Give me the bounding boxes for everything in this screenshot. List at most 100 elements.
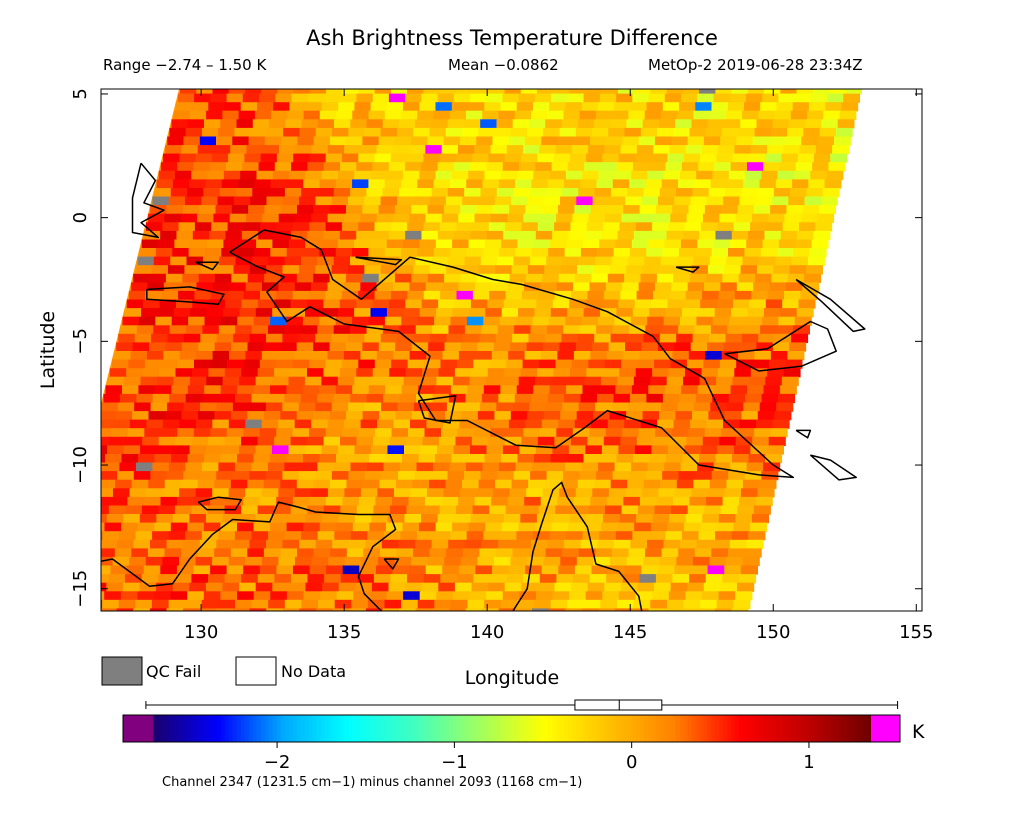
swath-cell: [268, 325, 285, 335]
swath-cell: [376, 213, 394, 223]
colorbar-segment: [328, 715, 333, 742]
swath-cell: [435, 239, 453, 249]
swath-cell: [643, 333, 661, 343]
swath-cell: [399, 325, 417, 335]
swath-cell: [482, 248, 500, 258]
swath-cell: [541, 565, 559, 575]
swath-cell: [177, 162, 195, 172]
swath-cell: [174, 574, 192, 584]
swath-cell: [717, 445, 735, 455]
swath-cell: [205, 248, 222, 258]
swath-cell: [770, 428, 788, 438]
swath-cell: [557, 496, 575, 507]
swath-cell: [796, 89, 814, 95]
colorbar-segment: [655, 715, 661, 742]
swath-cell: [452, 591, 471, 601]
swath-cell: [746, 462, 764, 472]
swath-cell: [473, 428, 491, 438]
swath-cell: [135, 265, 153, 275]
swath-cell: [114, 351, 131, 361]
legend-qc-fail: QC Fail: [101, 656, 201, 686]
swath-cell: [321, 376, 339, 386]
swath-cell: [725, 333, 743, 343]
swath-cell: [716, 599, 734, 609]
swath-cell: [224, 574, 242, 584]
swath-cell: [746, 539, 764, 549]
swath-cell: [342, 565, 360, 575]
swath-cell: [146, 222, 163, 232]
swath-cell: [490, 145, 508, 155]
colorbar-segment: [180, 715, 186, 742]
swath-cell: [175, 170, 192, 180]
swath-cell: [270, 248, 288, 258]
swath-cell: [708, 488, 726, 498]
swath-cell: [513, 256, 531, 266]
swath-cell: [264, 273, 282, 283]
swath-cell: [562, 402, 580, 412]
swath-cell: [683, 599, 701, 609]
swath-cell: [329, 136, 347, 146]
colorbar-segment: [731, 715, 736, 742]
swath-cell: [232, 136, 250, 146]
swath-cell: [567, 599, 585, 609]
swath-cell: [295, 145, 313, 155]
swath-cell: [637, 213, 655, 223]
swath-cell: [592, 342, 610, 352]
swath-cell: [371, 445, 389, 455]
swath-cell: [791, 256, 809, 266]
swath-cell: [611, 256, 629, 266]
swath-cell: [726, 179, 744, 189]
swath-cell: [683, 153, 701, 163]
swath-cell: [360, 282, 378, 292]
swath-cell: [128, 290, 146, 301]
swath-cell: [535, 445, 553, 455]
colorbar-under: [123, 715, 153, 742]
swath-cell: [584, 522, 602, 532]
swath-cell: [419, 170, 437, 180]
swath-cell: [660, 402, 678, 412]
swath-cell: [568, 445, 586, 455]
swath-cell: [491, 496, 509, 507]
swath-cell: [561, 119, 579, 129]
swath-cell: [290, 436, 308, 446]
swath-cell: [599, 531, 617, 541]
swath-cell: [343, 282, 361, 292]
swath-cell: [443, 136, 461, 146]
swath-cell: [173, 445, 191, 455]
swath-cell: [328, 556, 346, 567]
swath-cell: [409, 351, 427, 361]
swath-cell: [226, 496, 244, 507]
swath-cell: [350, 393, 368, 404]
swath-cell: [423, 290, 441, 301]
swath-cell: [235, 256, 253, 266]
swath-cell: [524, 351, 542, 361]
swath-cell: [133, 471, 151, 481]
swath-cell: [700, 599, 718, 609]
swath-cell: [76, 506, 93, 515]
colorbar-segment: [420, 715, 425, 742]
swath-cell: [257, 574, 275, 584]
swath-cell: [654, 582, 672, 592]
swath-cell: [466, 248, 484, 258]
swath-cell: [682, 89, 700, 95]
colorbar-segment: [208, 715, 214, 742]
swath-cell: [365, 608, 384, 611]
swath-cell: [104, 522, 122, 532]
swath-cell: [291, 162, 308, 172]
swath-cell: [280, 342, 298, 352]
swath-cell: [344, 145, 361, 155]
swath-cell: [777, 248, 794, 258]
swath-cell: [193, 428, 211, 438]
swath-cell: [405, 299, 423, 309]
swath-cell: [622, 282, 640, 292]
swath-cell: [354, 376, 372, 386]
swath-cell: [244, 153, 262, 163]
swath-cell: [134, 402, 152, 412]
swath-cell: [575, 273, 592, 283]
swath-cell: [239, 445, 257, 455]
swath-cell: [173, 308, 191, 318]
swath-cell: [779, 162, 797, 172]
swath-cell: [323, 505, 341, 515]
swath-cell: [398, 471, 416, 481]
swath-cell: [71, 523, 88, 532]
